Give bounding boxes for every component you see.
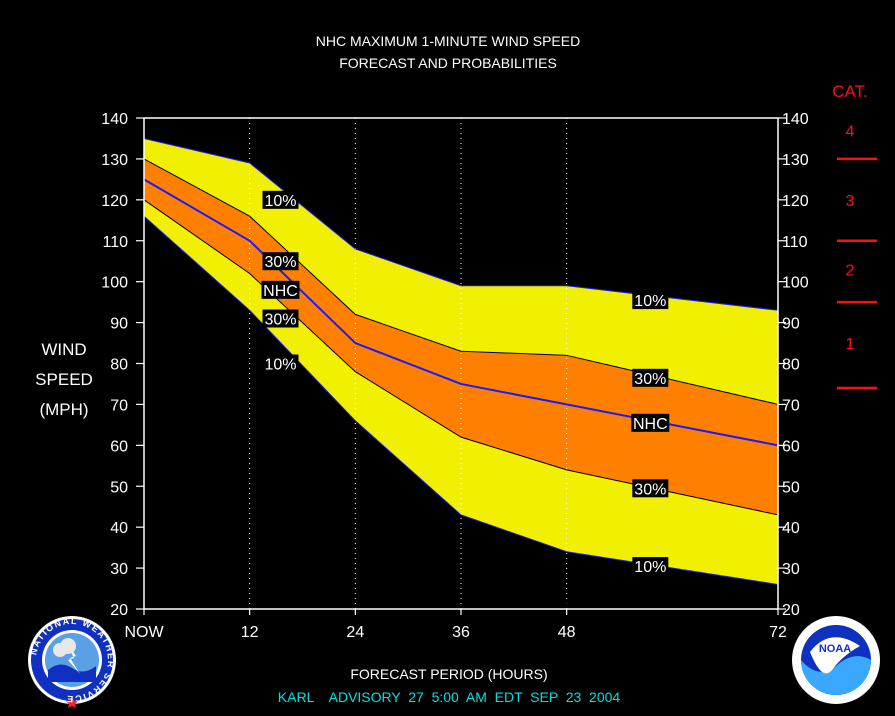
y-tick-label-right: 110 bbox=[782, 234, 808, 251]
band-label-10-percent: 10% bbox=[632, 557, 669, 576]
band-label-box bbox=[632, 479, 669, 498]
y-tick-label-left: 70 bbox=[110, 397, 128, 414]
x-tick-label: 72 bbox=[769, 624, 787, 641]
ext-label: EXT bbox=[555, 596, 579, 610]
grid-lines bbox=[249, 118, 568, 609]
y-tick-label-left: 90 bbox=[110, 316, 128, 333]
y-tick-label-left: 40 bbox=[110, 520, 128, 537]
y-tick-label-left: 110 bbox=[102, 234, 128, 251]
band-label-box bbox=[262, 309, 299, 328]
y-tick-label-right: 100 bbox=[782, 275, 809, 292]
y-tick-label-left: 140 bbox=[101, 111, 128, 128]
category-scale: CAT. 4 3 2 1 bbox=[832, 82, 877, 390]
y-axis-title-line-1: WIND bbox=[41, 340, 86, 359]
y-tick-label-left: 60 bbox=[110, 438, 128, 455]
y-tick-label-left: 50 bbox=[110, 479, 128, 496]
y-tick-label-right: 130 bbox=[782, 152, 809, 169]
series-lines bbox=[143, 137, 779, 585]
series-line-upper-10-percent bbox=[143, 137, 779, 311]
y-axis-title: WIND SPEED (MPH) bbox=[35, 340, 93, 419]
x-tick-label: NOW bbox=[124, 624, 164, 641]
category-label-3: 3 bbox=[846, 193, 855, 210]
band-label-10-percent: 10% bbox=[632, 291, 669, 310]
band-label-text: 30% bbox=[264, 254, 296, 271]
y-tick-label-right: 40 bbox=[782, 520, 800, 537]
series-line-nhc bbox=[143, 178, 779, 447]
band-label-nhc: NHC bbox=[261, 280, 300, 300]
category-header: CAT. bbox=[832, 82, 868, 101]
band-label-text: 30% bbox=[264, 311, 296, 328]
y-tick-label-right: 140 bbox=[782, 111, 809, 128]
noaa-logo: NOAA bbox=[792, 616, 880, 704]
series-line-lower-10-percent bbox=[143, 215, 779, 585]
band-label-10-percent: 10% bbox=[262, 354, 299, 374]
category-label-2: 2 bbox=[846, 262, 855, 279]
band-label-nhc: NHC bbox=[631, 413, 670, 433]
y-tick-label-right: 70 bbox=[782, 397, 800, 414]
band-label-text: 10% bbox=[634, 559, 666, 576]
band-label-10-percent: 10% bbox=[262, 190, 299, 210]
band-label-text: 30% bbox=[634, 371, 666, 388]
y-tick-label-left: 120 bbox=[101, 193, 128, 210]
band-label-box bbox=[261, 280, 300, 299]
y-tick-label-left: 80 bbox=[110, 357, 128, 374]
band-label-text: 10% bbox=[264, 357, 296, 374]
chart-title: NHC MAXIMUM 1-MINUTE WIND SPEED bbox=[316, 33, 580, 49]
band-label-box bbox=[262, 190, 299, 209]
band-label-text: 10% bbox=[634, 293, 666, 310]
band-label-box bbox=[632, 557, 669, 576]
band-label-text: 30% bbox=[634, 481, 666, 498]
band-label-box bbox=[631, 413, 670, 432]
category-label-1: 1 bbox=[846, 336, 855, 353]
x-tick-label: 24 bbox=[346, 624, 364, 641]
x-tick-label: 36 bbox=[452, 624, 470, 641]
band-label-box bbox=[632, 368, 669, 387]
band-label-text: NHC bbox=[633, 416, 668, 433]
band-labels: 10% 30% NHC 30% 10% 10% 30% NHC 30% 10% bbox=[261, 190, 670, 576]
series-line-lower-30-percent bbox=[143, 199, 779, 516]
band-30-percent bbox=[144, 158, 778, 515]
band-label-30-percent: 30% bbox=[632, 479, 669, 498]
y-axis-title-line-3: (MPH) bbox=[39, 400, 88, 419]
y-tick-label-left: 30 bbox=[110, 561, 128, 578]
band-label-text: 10% bbox=[264, 193, 296, 210]
y-tick-label-right: 20 bbox=[782, 602, 800, 619]
y-tick-label-right: 80 bbox=[782, 357, 800, 374]
y-tick-label-right: 60 bbox=[782, 438, 800, 455]
band-label-30-percent: 30% bbox=[262, 309, 299, 328]
x-tick-label: 48 bbox=[558, 624, 576, 641]
advisory-line: KARL ADVISORY 27 5:00 AM EDT SEP 23 2004 bbox=[278, 689, 621, 705]
plot-area: 20 20 30 30 40 40 50 50 60 60 70 70 80 80 90 90 100 100 11… bbox=[101, 111, 809, 641]
band-label-30-percent: 30% bbox=[632, 368, 669, 388]
category-label-4: 4 bbox=[846, 123, 855, 140]
y-tick-label-left: 130 bbox=[101, 152, 128, 169]
y-tick-label-right: 50 bbox=[782, 479, 800, 496]
band-label-30-percent: 30% bbox=[262, 252, 299, 271]
x-axis-title: FORECAST PERIOD (HOURS) bbox=[350, 666, 547, 682]
band-label-box bbox=[262, 354, 299, 373]
y-tick-label-left: 20 bbox=[110, 602, 128, 619]
chart-subtitle: FORECAST AND PROBABILITIES bbox=[339, 55, 557, 71]
y-axis-title-line-2: SPEED bbox=[35, 370, 93, 389]
x-tick-label: 12 bbox=[241, 624, 259, 641]
band-label-box bbox=[632, 291, 669, 310]
ext-label: EXT bbox=[748, 596, 772, 610]
axis-ticks: 20 20 30 30 40 40 50 50 60 60 70 70 80 80 90 90 100 100 11… bbox=[101, 111, 809, 641]
y-tick-label-right: 90 bbox=[782, 316, 800, 333]
noaa-logo-text: NOAA bbox=[819, 643, 851, 655]
y-tick-label-right: 120 bbox=[782, 193, 809, 210]
series-line-upper-30-percent bbox=[143, 158, 779, 405]
band-label-text: NHC bbox=[263, 283, 298, 300]
nws-logo: NATIONAL WEATHER SERVICE bbox=[28, 616, 116, 708]
y-tick-label-left: 100 bbox=[101, 275, 128, 292]
band-label-box bbox=[262, 252, 299, 271]
y-tick-label-right: 30 bbox=[782, 561, 800, 578]
